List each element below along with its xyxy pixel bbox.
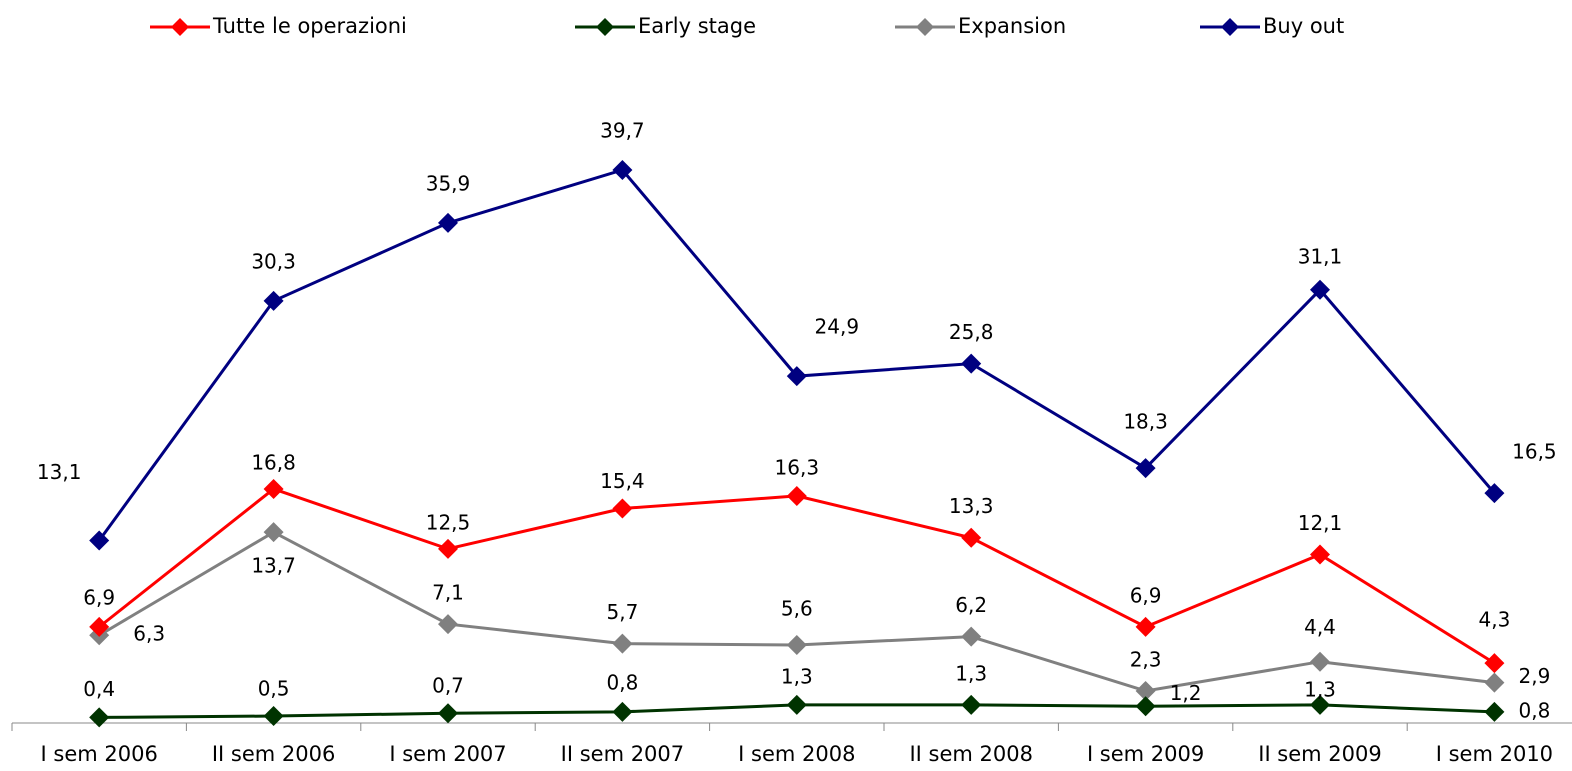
data-label: 0,5 — [258, 677, 290, 701]
data-point — [1484, 483, 1505, 504]
data-point — [612, 633, 633, 654]
data-point — [438, 703, 458, 724]
data-point — [961, 527, 982, 548]
data-label: 0,7 — [432, 674, 464, 698]
data-point — [1484, 653, 1505, 674]
data-point — [1310, 544, 1330, 565]
legend-label: Buy out — [1263, 14, 1344, 38]
data-label: 7,1 — [432, 581, 464, 605]
data-label: 5,6 — [781, 596, 813, 620]
x-tick-label: I sem 2009 — [1087, 742, 1204, 766]
data-point — [612, 159, 633, 180]
data-point — [263, 706, 284, 727]
data-point — [263, 290, 284, 311]
data-point — [786, 634, 807, 655]
data-label: 15,4 — [600, 469, 645, 493]
data-label: 1,3 — [781, 664, 813, 688]
data-point — [1135, 680, 1156, 701]
data-point — [961, 353, 982, 374]
data-label: 6,9 — [1130, 583, 1162, 607]
x-tick-label: II sem 2006 — [212, 742, 336, 766]
data-point — [1135, 616, 1156, 637]
legend-marker — [596, 18, 614, 36]
data-point — [1310, 694, 1330, 715]
data-label: 5,7 — [606, 600, 638, 624]
data-point — [786, 694, 807, 715]
data-label: 31,1 — [1298, 244, 1343, 268]
data-label: 6,3 — [133, 622, 165, 646]
data-point — [438, 212, 458, 233]
data-label: 16,5 — [1512, 440, 1557, 464]
data-label: 0,8 — [606, 670, 638, 694]
data-label: 13,3 — [949, 494, 994, 518]
data-label: 0,8 — [1518, 698, 1550, 722]
data-label: 1,2 — [1170, 681, 1202, 705]
data-point — [1135, 696, 1156, 717]
data-label: 24,9 — [815, 315, 860, 339]
data-label: 2,3 — [1130, 647, 1162, 671]
data-point — [89, 707, 110, 728]
data-point — [786, 485, 807, 506]
data-point — [263, 478, 284, 499]
data-label: 13,7 — [251, 554, 296, 578]
legend-marker — [171, 18, 189, 36]
data-label: 0,4 — [83, 677, 115, 701]
data-point — [612, 498, 633, 519]
data-point — [1310, 651, 1330, 672]
data-label: 1,3 — [1304, 677, 1336, 701]
data-point — [438, 538, 458, 559]
x-tick-label: II sem 2008 — [909, 742, 1033, 766]
data-label: 39,7 — [600, 118, 645, 142]
data-point — [263, 522, 284, 543]
data-label: 16,8 — [251, 450, 296, 474]
data-point — [961, 694, 982, 715]
series-line — [97, 168, 1496, 542]
data-point — [1310, 279, 1330, 300]
data-label: 4,3 — [1478, 608, 1510, 632]
legend-marker — [916, 18, 934, 36]
data-point — [961, 626, 982, 647]
data-point — [1135, 458, 1156, 479]
data-label: 1,3 — [955, 661, 987, 685]
data-label: 2,9 — [1518, 664, 1550, 688]
x-tick-label: II sem 2007 — [561, 742, 685, 766]
data-point — [438, 614, 458, 635]
data-label: 12,5 — [426, 510, 471, 534]
data-label: 30,3 — [251, 249, 296, 273]
data-label: 13,1 — [37, 460, 82, 484]
data-point — [89, 616, 110, 637]
data-label: 25,8 — [949, 320, 994, 344]
data-label: 6,2 — [955, 593, 987, 617]
data-point — [1484, 672, 1505, 693]
data-label: 6,9 — [83, 585, 115, 609]
x-tick-label: I sem 2006 — [41, 742, 158, 766]
data-point — [1484, 701, 1505, 722]
legend-label: Early stage — [638, 14, 756, 38]
x-tick-label: I sem 2010 — [1436, 742, 1553, 766]
x-tick-label: I sem 2008 — [738, 742, 855, 766]
x-tick-label: I sem 2007 — [389, 742, 506, 766]
legend-label: Tutte le operazioni — [212, 14, 407, 38]
data-point — [786, 366, 807, 387]
x-tick-label: II sem 2009 — [1258, 742, 1382, 766]
legend-label: Expansion — [958, 14, 1066, 38]
data-label: 35,9 — [426, 171, 471, 195]
data-label: 4,4 — [1304, 615, 1336, 639]
data-label: 18,3 — [1123, 410, 1168, 434]
legend-marker — [1221, 18, 1239, 36]
data-point — [89, 530, 110, 551]
data-label: 12,1 — [1298, 511, 1343, 535]
data-point — [612, 701, 633, 722]
data-label: 16,3 — [775, 455, 820, 479]
